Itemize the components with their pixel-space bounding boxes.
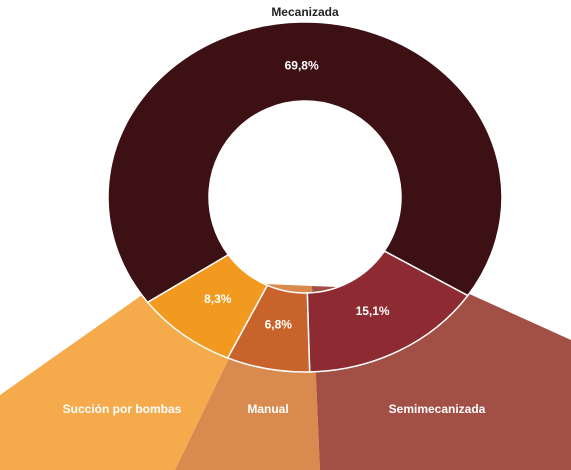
donut-slice bbox=[107, 21, 503, 304]
value-label: 15,1% bbox=[356, 304, 390, 318]
category-label: Mecanizada bbox=[271, 5, 339, 19]
value-label: 69,8% bbox=[285, 59, 319, 73]
category-label: Semimecanizada bbox=[389, 402, 486, 416]
value-label: 8,3% bbox=[204, 292, 232, 306]
donut bbox=[107, 21, 503, 373]
category-label: Manual bbox=[247, 402, 288, 416]
donut-slice bbox=[146, 253, 269, 359]
value-label: 6,8% bbox=[265, 317, 293, 331]
category-label: Succión por bombas bbox=[63, 402, 182, 416]
